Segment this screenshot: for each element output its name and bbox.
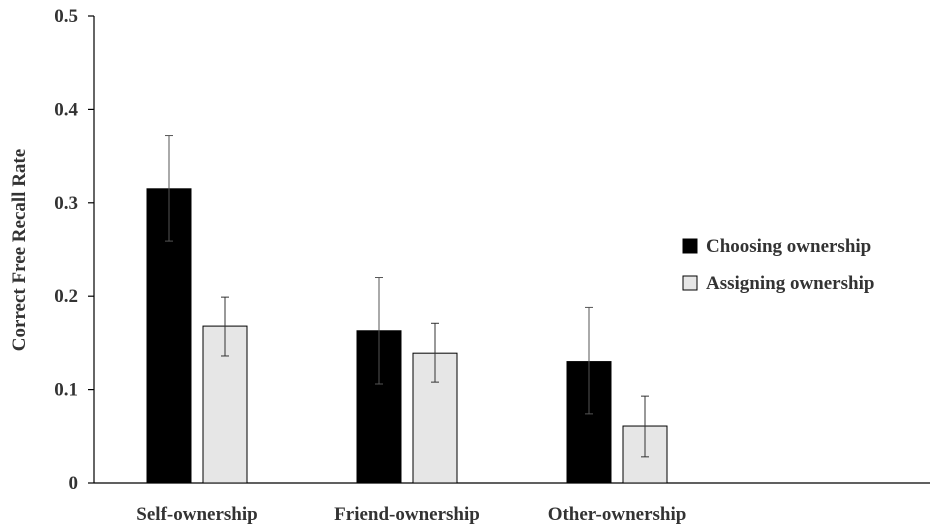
y-tick-label: 0.4 [54, 99, 78, 120]
y-tick-label: 0.2 [54, 286, 78, 307]
legend-label: Choosing ownership [706, 236, 871, 257]
y-ticks: 0 0.1 0.2 0.3 0.4 0.5 [54, 6, 94, 494]
y-tick-label: 0.5 [54, 6, 78, 27]
legend-label: Assigning ownership [706, 273, 874, 294]
error-bars [165, 135, 649, 458]
y-tick-label: 0.3 [54, 193, 78, 214]
legend-swatch [682, 238, 698, 254]
y-tick-label: 0.1 [54, 380, 78, 401]
category-label: Self-ownership [136, 504, 257, 525]
y-axis-label: Correct Free Recall Rate [9, 149, 30, 351]
category-labels: Self-ownership Friend-ownership Other-owne… [136, 504, 686, 525]
legend: Choosing ownership Assigning ownership [682, 236, 874, 294]
category-label: Other-ownership [548, 504, 687, 525]
legend-swatch [682, 275, 698, 291]
category-label: Friend-ownership [334, 504, 480, 525]
bar-assigning-friend-ownership [412, 352, 458, 484]
y-tick-label: 0 [69, 473, 79, 494]
